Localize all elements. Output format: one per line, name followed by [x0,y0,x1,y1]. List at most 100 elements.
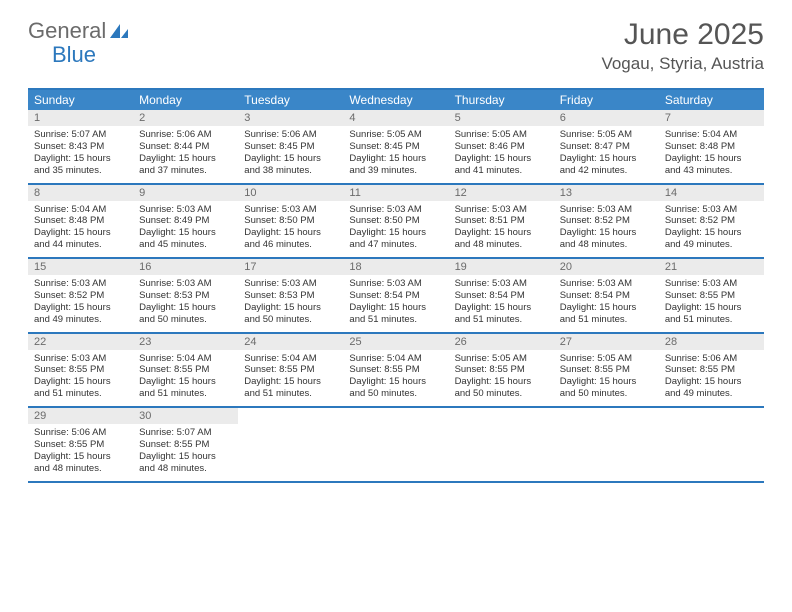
day-number: 23 [133,334,238,350]
day-cell: 30Sunrise: 5:07 AMSunset: 8:55 PMDayligh… [133,408,238,481]
day-body: Sunrise: 5:03 AMSunset: 8:49 PMDaylight:… [133,201,238,258]
week-row: 29Sunrise: 5:06 AMSunset: 8:55 PMDayligh… [28,408,764,483]
sunset-text: Sunset: 8:55 PM [455,364,548,376]
sunrise-text: Sunrise: 5:05 AM [560,353,653,365]
weeks-container: 1Sunrise: 5:07 AMSunset: 8:43 PMDaylight… [28,110,764,483]
daylight-text: Daylight: 15 hours and 48 minutes. [139,451,232,475]
sunset-text: Sunset: 8:55 PM [560,364,653,376]
sunrise-text: Sunrise: 5:03 AM [139,204,232,216]
day-cell: 16Sunrise: 5:03 AMSunset: 8:53 PMDayligh… [133,259,238,332]
day-number: 19 [449,259,554,275]
day-body: Sunrise: 5:04 AMSunset: 8:55 PMDaylight:… [238,350,343,407]
sunrise-text: Sunrise: 5:04 AM [139,353,232,365]
sunset-text: Sunset: 8:55 PM [139,439,232,451]
daylight-text: Daylight: 15 hours and 41 minutes. [455,153,548,177]
day-body: Sunrise: 5:03 AMSunset: 8:51 PMDaylight:… [449,201,554,258]
sunrise-text: Sunrise: 5:03 AM [665,278,758,290]
daylight-text: Daylight: 15 hours and 45 minutes. [139,227,232,251]
day-body: Sunrise: 5:03 AMSunset: 8:50 PMDaylight:… [343,201,448,258]
daylight-text: Daylight: 15 hours and 50 minutes. [455,376,548,400]
daylight-text: Daylight: 15 hours and 46 minutes. [244,227,337,251]
dow-sunday: Sunday [28,90,133,110]
day-body: Sunrise: 5:07 AMSunset: 8:43 PMDaylight:… [28,126,133,183]
sunset-text: Sunset: 8:46 PM [455,141,548,153]
sunrise-text: Sunrise: 5:05 AM [349,129,442,141]
day-body: Sunrise: 5:04 AMSunset: 8:55 PMDaylight:… [343,350,448,407]
daylight-text: Daylight: 15 hours and 51 minutes. [34,376,127,400]
day-number: 27 [554,334,659,350]
daylight-text: Daylight: 15 hours and 50 minutes. [244,302,337,326]
day-number: 8 [28,185,133,201]
sunset-text: Sunset: 8:47 PM [560,141,653,153]
sunset-text: Sunset: 8:48 PM [665,141,758,153]
day-cell: 12Sunrise: 5:03 AMSunset: 8:51 PMDayligh… [449,185,554,258]
sunrise-text: Sunrise: 5:03 AM [665,204,758,216]
sunrise-text: Sunrise: 5:03 AM [349,278,442,290]
day-cell: 29Sunrise: 5:06 AMSunset: 8:55 PMDayligh… [28,408,133,481]
day-number: 25 [343,334,448,350]
daylight-text: Daylight: 15 hours and 37 minutes. [139,153,232,177]
sunset-text: Sunset: 8:54 PM [455,290,548,302]
daylight-text: Daylight: 15 hours and 48 minutes. [34,451,127,475]
day-number: 18 [343,259,448,275]
daylight-text: Daylight: 15 hours and 51 minutes. [244,376,337,400]
day-body: Sunrise: 5:03 AMSunset: 8:54 PMDaylight:… [554,275,659,332]
day-body: Sunrise: 5:05 AMSunset: 8:47 PMDaylight:… [554,126,659,183]
title-block: June 2025 Vogau, Styria, Austria [601,18,764,74]
daylight-text: Daylight: 15 hours and 51 minutes. [349,302,442,326]
daylight-text: Daylight: 15 hours and 51 minutes. [139,376,232,400]
day-number: 30 [133,408,238,424]
day-cell: 25Sunrise: 5:04 AMSunset: 8:55 PMDayligh… [343,334,448,407]
sunrise-text: Sunrise: 5:04 AM [244,353,337,365]
sunset-text: Sunset: 8:49 PM [139,215,232,227]
sunset-text: Sunset: 8:45 PM [349,141,442,153]
sunset-text: Sunset: 8:53 PM [139,290,232,302]
day-number: 11 [343,185,448,201]
day-body: Sunrise: 5:05 AMSunset: 8:55 PMDaylight:… [449,350,554,407]
daylight-text: Daylight: 15 hours and 51 minutes. [665,302,758,326]
logo-text-2: Blue [52,42,96,67]
sunset-text: Sunset: 8:54 PM [349,290,442,302]
week-row: 22Sunrise: 5:03 AMSunset: 8:55 PMDayligh… [28,334,764,409]
day-body: Sunrise: 5:06 AMSunset: 8:44 PMDaylight:… [133,126,238,183]
sunset-text: Sunset: 8:43 PM [34,141,127,153]
sunset-text: Sunset: 8:55 PM [139,364,232,376]
sunrise-text: Sunrise: 5:07 AM [34,129,127,141]
day-number: 28 [659,334,764,350]
day-body: Sunrise: 5:03 AMSunset: 8:52 PMDaylight:… [28,275,133,332]
sunset-text: Sunset: 8:55 PM [34,439,127,451]
week-row: 15Sunrise: 5:03 AMSunset: 8:52 PMDayligh… [28,259,764,334]
sunset-text: Sunset: 8:55 PM [34,364,127,376]
day-number: 12 [449,185,554,201]
sunset-text: Sunset: 8:55 PM [665,364,758,376]
day-cell: 24Sunrise: 5:04 AMSunset: 8:55 PMDayligh… [238,334,343,407]
day-cell [343,408,448,481]
dow-friday: Friday [554,90,659,110]
day-body: Sunrise: 5:05 AMSunset: 8:45 PMDaylight:… [343,126,448,183]
daylight-text: Daylight: 15 hours and 48 minutes. [560,227,653,251]
day-cell: 22Sunrise: 5:03 AMSunset: 8:55 PMDayligh… [28,334,133,407]
day-body: Sunrise: 5:03 AMSunset: 8:52 PMDaylight:… [554,201,659,258]
day-cell: 7Sunrise: 5:04 AMSunset: 8:48 PMDaylight… [659,110,764,183]
day-cell: 8Sunrise: 5:04 AMSunset: 8:48 PMDaylight… [28,185,133,258]
day-body: Sunrise: 5:03 AMSunset: 8:52 PMDaylight:… [659,201,764,258]
day-body: Sunrise: 5:03 AMSunset: 8:50 PMDaylight:… [238,201,343,258]
sunrise-text: Sunrise: 5:03 AM [244,278,337,290]
sunrise-text: Sunrise: 5:03 AM [34,353,127,365]
daylight-text: Daylight: 15 hours and 49 minutes. [665,376,758,400]
day-cell: 15Sunrise: 5:03 AMSunset: 8:52 PMDayligh… [28,259,133,332]
day-number: 16 [133,259,238,275]
logo-sail-icon [108,22,130,40]
location: Vogau, Styria, Austria [601,54,764,74]
day-cell: 2Sunrise: 5:06 AMSunset: 8:44 PMDaylight… [133,110,238,183]
sunrise-text: Sunrise: 5:03 AM [244,204,337,216]
dow-thursday: Thursday [449,90,554,110]
day-number [238,408,343,412]
sunrise-text: Sunrise: 5:05 AM [455,129,548,141]
sunrise-text: Sunrise: 5:06 AM [665,353,758,365]
day-number: 29 [28,408,133,424]
day-body: Sunrise: 5:06 AMSunset: 8:45 PMDaylight:… [238,126,343,183]
daylight-text: Daylight: 15 hours and 35 minutes. [34,153,127,177]
day-cell: 17Sunrise: 5:03 AMSunset: 8:53 PMDayligh… [238,259,343,332]
sunrise-text: Sunrise: 5:04 AM [665,129,758,141]
